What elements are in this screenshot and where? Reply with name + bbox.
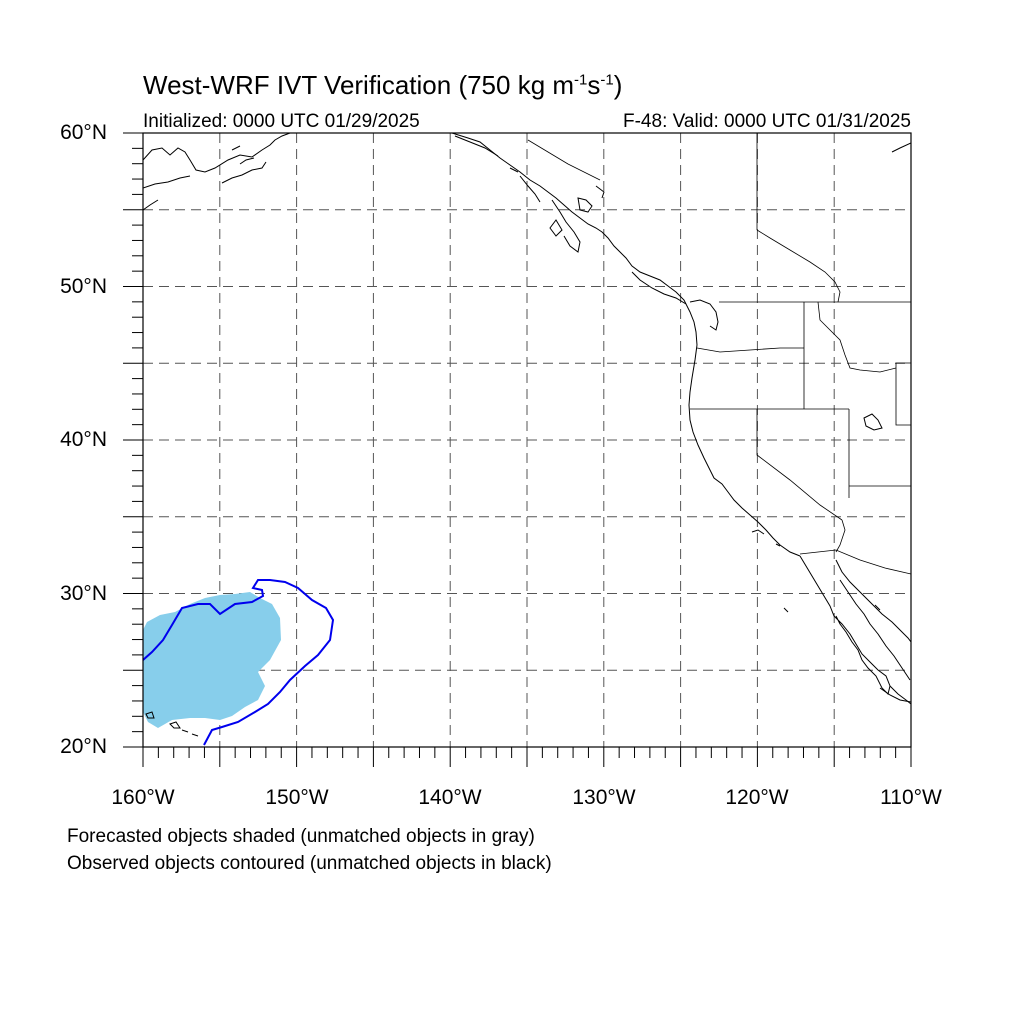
- valid-time: F-48: Valid: 0000 UTC 01/31/2025: [623, 111, 911, 132]
- lat-label-50n: 50°N: [60, 275, 107, 298]
- coastlines-and-borders: [143, 133, 911, 737]
- init-time: Initialized: 0000 UTC 01/29/2025: [143, 111, 420, 132]
- title-exp1: -1: [574, 71, 588, 89]
- lon-label-110w: 110°W: [880, 786, 942, 809]
- lon-label-160w: 160°W: [111, 786, 175, 809]
- forecast-object-shaded: [143, 592, 281, 728]
- lat-label-30n: 30°N: [60, 582, 107, 605]
- footnote-forecast: Forecasted objects shaded (unmatched obj…: [67, 826, 535, 847]
- lat-label-40n: 40°N: [60, 428, 107, 451]
- lon-label-130w: 130°W: [572, 786, 636, 809]
- title-prefix: West-WRF IVT Verification (750 kg m: [143, 70, 575, 100]
- graticule: [143, 133, 911, 747]
- lon-label-140w: 140°W: [418, 786, 482, 809]
- title-mid: s: [587, 70, 601, 100]
- lat-label-20n: 20°N: [60, 735, 107, 758]
- title-exp2: -1: [600, 71, 614, 89]
- lon-label-120w: 120°W: [725, 786, 789, 809]
- observed-object-contour: [143, 579, 335, 746]
- map-frame: [142, 132, 912, 748]
- lat-label-60n: 60°N: [60, 121, 107, 144]
- axis-ticks: [123, 132, 912, 767]
- lon-label-150w: 150°W: [265, 786, 329, 809]
- title-suffix: ): [613, 70, 623, 100]
- chart-title: West-WRF IVT Verification (750 kg m-1s-1…: [143, 70, 622, 101]
- footnote-observed: Observed objects contoured (unmatched ob…: [67, 853, 552, 874]
